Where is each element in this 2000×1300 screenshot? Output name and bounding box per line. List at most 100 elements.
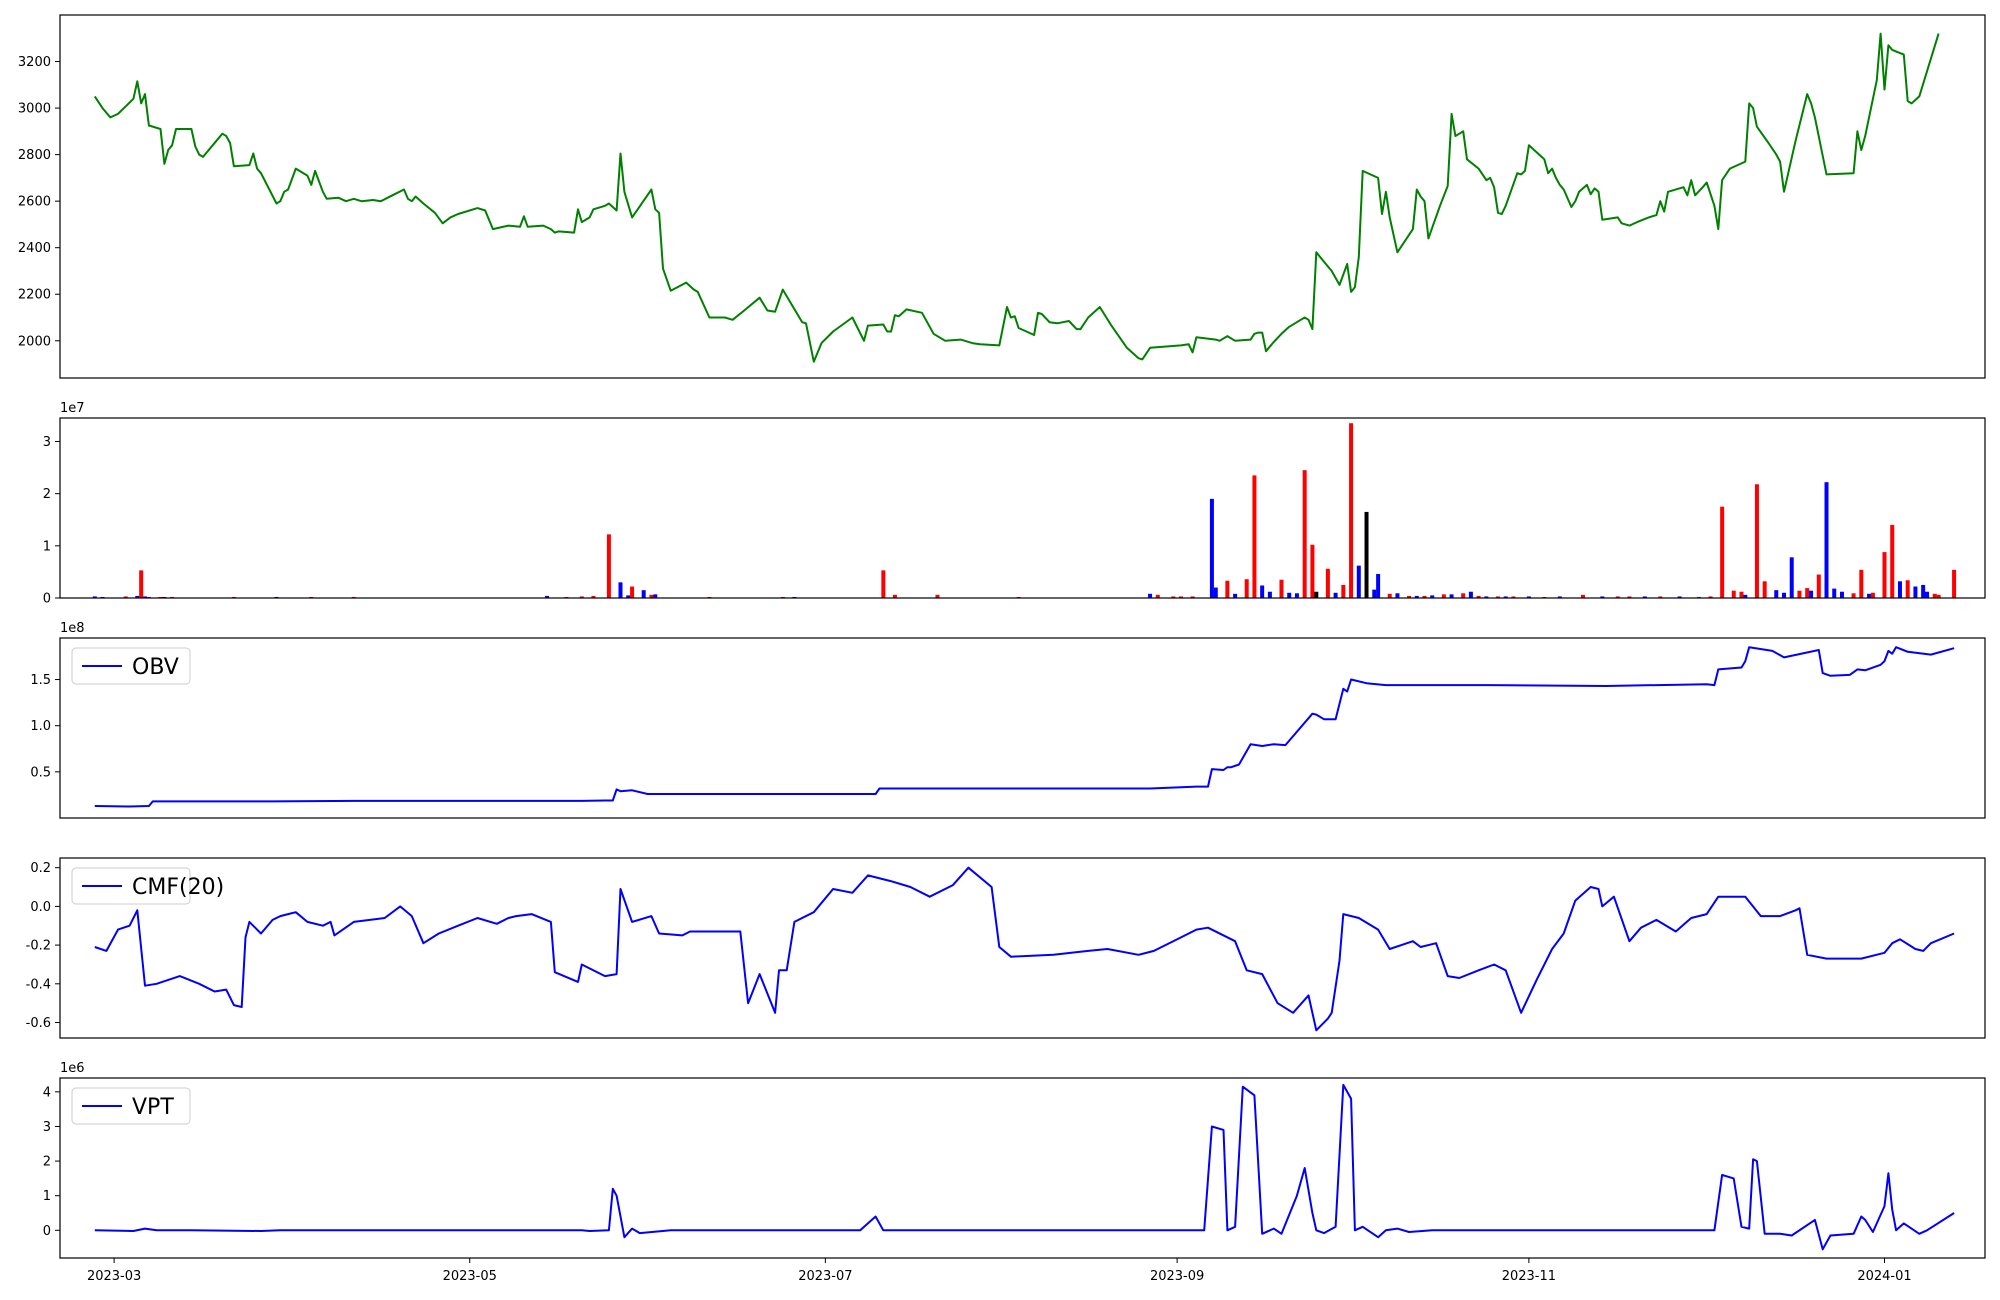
- volume-bar: [1225, 580, 1230, 598]
- volume-bar: [881, 570, 886, 598]
- volume-bar: [1913, 586, 1918, 598]
- volume-bar: [1310, 544, 1315, 598]
- volume-bar: [1600, 596, 1605, 598]
- volume-bar: [1789, 557, 1794, 598]
- volume-bar: [1233, 593, 1238, 598]
- volume-bar: [92, 596, 97, 598]
- volume-bar: [1731, 590, 1736, 598]
- volume-bar: [123, 596, 128, 598]
- volume-bar: [1260, 585, 1265, 598]
- volume-bar: [1325, 568, 1330, 598]
- volume-bar: [1171, 596, 1176, 598]
- volume-bar: [1925, 591, 1930, 598]
- volume-bar: [1287, 592, 1292, 598]
- panel-4-ytick-label: 0: [43, 1224, 51, 1239]
- panel-2-legend-box: [71, 647, 191, 685]
- volume-bar: [1781, 592, 1786, 598]
- panel-1-ytick-label: 0: [43, 592, 51, 607]
- volume-bar: [1851, 593, 1856, 598]
- volume-bar: [1809, 590, 1814, 598]
- volume-bar: [641, 590, 646, 598]
- volume-bar: [1824, 482, 1829, 598]
- obv-line: [94, 646, 1955, 808]
- volume-bar: [1387, 593, 1392, 598]
- volume-bar: [1932, 593, 1937, 598]
- volume-bar: [1743, 594, 1748, 598]
- volume-bar: [1190, 596, 1195, 598]
- volume-bar: [1526, 596, 1531, 598]
- panel-0-frame: [59, 14, 1986, 379]
- volume-bar: [139, 570, 144, 598]
- volume-bar: [1882, 552, 1887, 598]
- volume-bar: [1395, 593, 1400, 598]
- volume-bar: [1422, 595, 1427, 598]
- panel-4-legend-box: [71, 1087, 191, 1125]
- volume-bar: [1364, 511, 1369, 598]
- xtick-label: 2023-03: [87, 1269, 141, 1284]
- volume-bar: [1213, 587, 1218, 598]
- volume-bar: [591, 595, 596, 598]
- volume-bar: [1739, 591, 1744, 598]
- volume-bar: [1476, 595, 1481, 598]
- volume-bar: [1468, 591, 1473, 598]
- volume-bar: [545, 595, 550, 598]
- volume-bar: [1279, 579, 1284, 598]
- volume-bar: [1461, 593, 1466, 598]
- volume-bar: [1839, 591, 1844, 598]
- volume-bar: [1449, 594, 1454, 598]
- panel-3-ytick-label: 0.2: [30, 861, 51, 876]
- volume-bar: [1209, 498, 1214, 598]
- volume-bar: [1754, 484, 1759, 598]
- volume-bar: [1372, 589, 1377, 598]
- panel-0-ytick-label: 3200: [18, 55, 51, 70]
- panel-3-ytick-label: 0.0: [30, 900, 51, 915]
- volume-bar: [1267, 591, 1272, 598]
- volume-bar: [1511, 596, 1516, 598]
- volume-bar: [1708, 596, 1713, 598]
- volume-bar: [1816, 574, 1821, 598]
- volume-bar: [1484, 596, 1489, 598]
- panel-0-ytick-label: 2400: [18, 241, 51, 256]
- volume-bar: [1178, 596, 1183, 598]
- volume-bar: [1341, 584, 1346, 598]
- xtick-label: 2023-05: [443, 1269, 497, 1284]
- volume-bar: [649, 594, 654, 598]
- panel-4-offset-label: 1e6: [60, 1061, 85, 1076]
- volume-bar: [1414, 595, 1419, 598]
- volume-bar: [1430, 595, 1435, 598]
- panel-0-ytick-label: 3000: [18, 102, 51, 117]
- volume-bar: [630, 586, 635, 598]
- panel-1-offset-label: 1e7: [60, 401, 85, 416]
- panel-2-ytick-label: 1.0: [30, 719, 51, 734]
- volume-bar: [1615, 596, 1620, 598]
- volume-bar: [935, 594, 940, 598]
- panel-4-ytick-label: 2: [43, 1155, 51, 1170]
- volume-bar: [1832, 588, 1837, 598]
- volume-bar: [1677, 596, 1682, 598]
- volume-bar: [1349, 423, 1354, 598]
- panel-3-legend-label: CMF(20): [132, 875, 224, 900]
- volume-bar: [1658, 596, 1663, 598]
- volume-bar: [1870, 592, 1875, 598]
- volume-bar: [1797, 590, 1802, 598]
- volume-bar: [1441, 594, 1446, 598]
- panel-4-frame: [59, 1077, 1986, 1259]
- volume-bar: [1642, 596, 1647, 598]
- panel-0-ytick-label: 2800: [18, 148, 51, 163]
- volume-bar: [1495, 596, 1500, 598]
- cmf-20-line: [94, 866, 1955, 1032]
- volume-bar: [1805, 588, 1810, 598]
- volume-bar: [1867, 593, 1872, 598]
- panel-0-ytick-label: 2600: [18, 195, 51, 210]
- volume-bar: [892, 594, 897, 598]
- xtick-label: 2024-01: [1857, 1269, 1911, 1284]
- volume-bar: [143, 596, 148, 598]
- panel-4-legend-label: VPT: [132, 1095, 174, 1120]
- volume-bar: [579, 596, 584, 598]
- panel-3-ytick-label: -0.6: [26, 1016, 51, 1031]
- panel-1-frame: [59, 417, 1986, 599]
- panel-2-legend-label: OBV: [132, 655, 179, 680]
- panel-2-ytick-label: 1.5: [30, 673, 51, 688]
- xtick-label: 2023-07: [798, 1269, 852, 1284]
- volume-bar: [1890, 524, 1895, 598]
